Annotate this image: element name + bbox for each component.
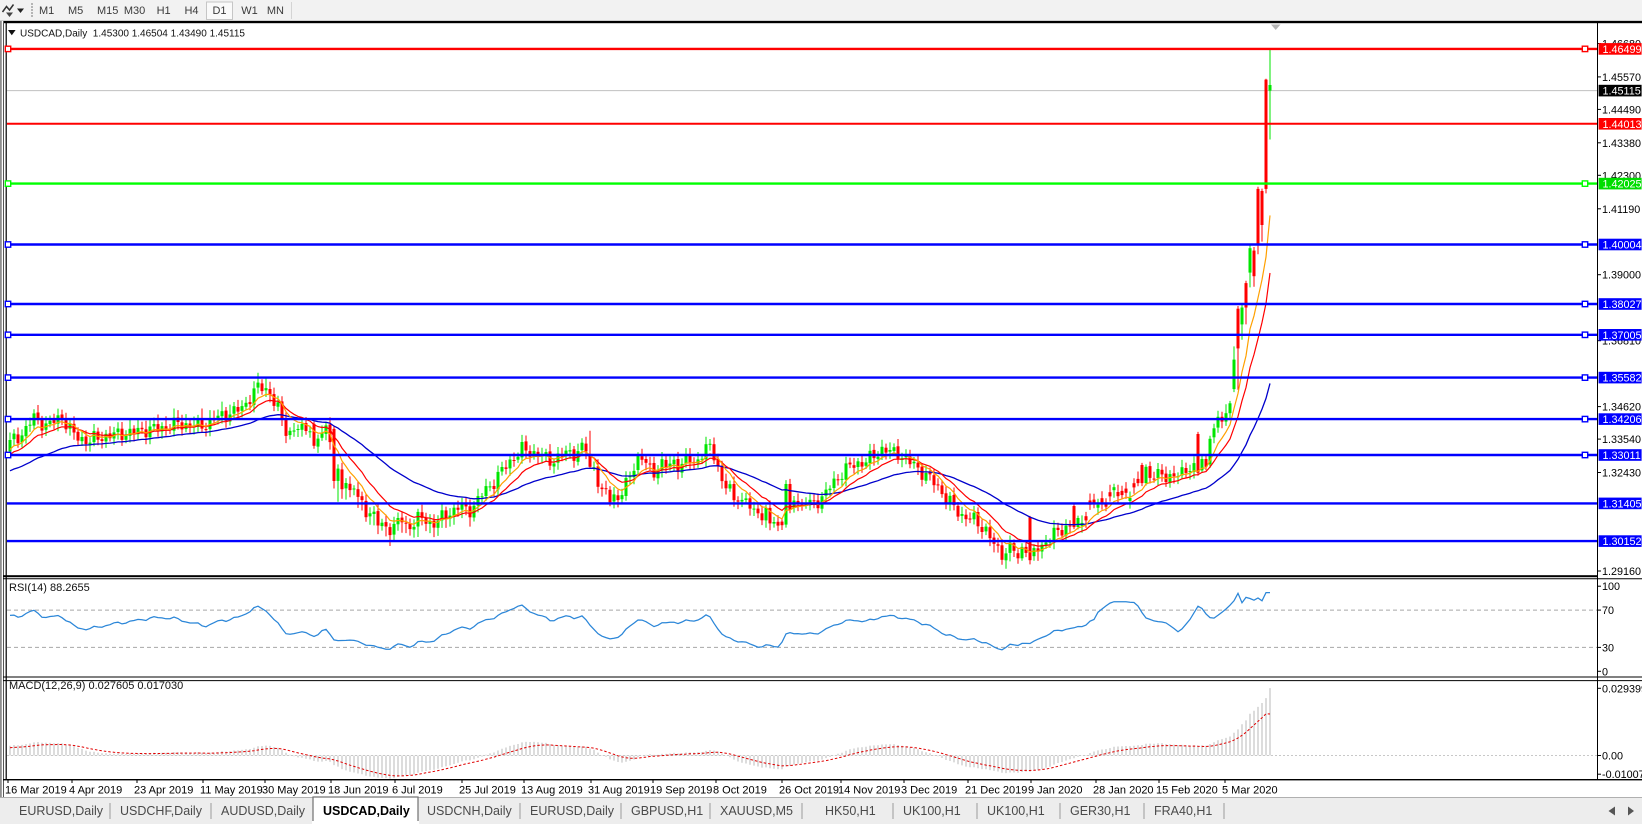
svg-text:1.45115: 1.45115 [1603, 86, 1641, 98]
svg-text:MN: MN [267, 5, 284, 17]
svg-text:16 Mar 2019: 16 Mar 2019 [5, 785, 67, 797]
svg-text:6 Jul 2019: 6 Jul 2019 [392, 785, 443, 797]
svg-text:15 Feb 2020: 15 Feb 2020 [1156, 785, 1218, 797]
svg-text:19 Sep 2019: 19 Sep 2019 [650, 785, 712, 797]
svg-text:M5: M5 [68, 5, 83, 17]
svg-text:28 Jan 2020: 28 Jan 2020 [1093, 785, 1154, 797]
svg-text:1.32430: 1.32430 [1602, 468, 1641, 480]
svg-text:H4: H4 [184, 5, 198, 17]
svg-text:1.46499: 1.46499 [1603, 44, 1642, 56]
svg-text:1.38027: 1.38027 [1603, 299, 1642, 311]
svg-text:USDCAD,Daily: USDCAD,Daily [323, 804, 410, 818]
svg-text:21 Dec 2019: 21 Dec 2019 [965, 785, 1027, 797]
svg-text:14 Nov 2019: 14 Nov 2019 [838, 785, 900, 797]
svg-text:H1: H1 [157, 5, 171, 17]
svg-text:RSI(14) 88.2655: RSI(14) 88.2655 [9, 582, 90, 594]
svg-text:1.35582: 1.35582 [1603, 373, 1642, 385]
svg-text:3 Dec 2019: 3 Dec 2019 [901, 785, 957, 797]
svg-text:25 Jul 2019: 25 Jul 2019 [459, 785, 516, 797]
svg-text:0: 0 [1602, 666, 1608, 678]
svg-text:1.44490: 1.44490 [1602, 104, 1641, 116]
svg-text:W1: W1 [241, 5, 258, 17]
svg-text:1.29160: 1.29160 [1602, 566, 1641, 578]
svg-text:HK50,H1: HK50,H1 [825, 804, 876, 818]
svg-text:30 May 2019: 30 May 2019 [262, 785, 326, 797]
svg-text:1.30152: 1.30152 [1603, 536, 1642, 548]
svg-text:1.34620: 1.34620 [1602, 402, 1641, 414]
svg-text:GBPUSD,H1: GBPUSD,H1 [631, 804, 703, 818]
svg-text:M30: M30 [124, 5, 145, 17]
svg-text:18 Jun 2019: 18 Jun 2019 [328, 785, 389, 797]
svg-text:D1: D1 [212, 5, 226, 17]
svg-text:XAUUSD,M5: XAUUSD,M5 [720, 804, 793, 818]
svg-text:1.43380: 1.43380 [1602, 138, 1641, 150]
svg-text:AUDUSD,Daily: AUDUSD,Daily [221, 804, 306, 818]
svg-text:USDCNH,Daily: USDCNH,Daily [427, 804, 512, 818]
svg-text:4 Apr 2019: 4 Apr 2019 [69, 785, 122, 797]
svg-text:-0.010075: -0.010075 [1602, 769, 1642, 781]
svg-text:M15: M15 [97, 5, 118, 17]
svg-text:GER30,H1: GER30,H1 [1070, 804, 1130, 818]
svg-text:EURUSD,Daily: EURUSD,Daily [19, 804, 104, 818]
svg-text:9 Jan 2020: 9 Jan 2020 [1028, 785, 1082, 797]
svg-text:5 Mar 2020: 5 Mar 2020 [1222, 785, 1278, 797]
svg-text:MACD(12,26,9) 0.027605 0.01703: MACD(12,26,9) 0.027605 0.017030 [9, 680, 183, 692]
svg-text:0.029399: 0.029399 [1602, 683, 1642, 695]
svg-text:30: 30 [1602, 642, 1614, 654]
svg-text:UK100,H1: UK100,H1 [987, 804, 1045, 818]
svg-text:100: 100 [1602, 581, 1620, 593]
svg-text:USDCHF,Daily: USDCHF,Daily [120, 804, 203, 818]
svg-text:1.45570: 1.45570 [1602, 72, 1641, 84]
svg-text:1.39000: 1.39000 [1602, 270, 1641, 282]
svg-text:FRA40,H1: FRA40,H1 [1154, 804, 1212, 818]
svg-text:1.31405: 1.31405 [1603, 498, 1642, 510]
svg-text:23 Apr 2019: 23 Apr 2019 [134, 785, 193, 797]
svg-text:11 May 2019: 11 May 2019 [200, 785, 263, 797]
svg-text:USDCAD,Daily 1.45300 1.46504: USDCAD,Daily 1.45300 1.46504 1.43490 1.4… [20, 28, 245, 39]
svg-text:1.44013: 1.44013 [1603, 119, 1642, 131]
svg-text:UK100,H1: UK100,H1 [903, 804, 961, 818]
svg-text:1.37005: 1.37005 [1603, 330, 1642, 342]
svg-text:1.42025: 1.42025 [1603, 179, 1642, 191]
svg-text:1.33011: 1.33011 [1603, 450, 1641, 462]
svg-text:1.34206: 1.34206 [1603, 414, 1642, 426]
svg-text:0.00: 0.00 [1602, 751, 1623, 763]
svg-text:70: 70 [1602, 605, 1614, 617]
svg-text:1.33540: 1.33540 [1602, 434, 1641, 446]
svg-text:13 Aug 2019: 13 Aug 2019 [521, 785, 583, 797]
svg-text:EURUSD,Daily: EURUSD,Daily [530, 804, 615, 818]
svg-text:8 Oct 2019: 8 Oct 2019 [713, 785, 767, 797]
svg-text:1.41190: 1.41190 [1602, 204, 1640, 216]
svg-text:M1: M1 [39, 5, 54, 17]
svg-text:26 Oct 2019: 26 Oct 2019 [779, 785, 839, 797]
svg-text:1.40004: 1.40004 [1603, 240, 1642, 252]
svg-text:31 Aug 2019: 31 Aug 2019 [588, 785, 650, 797]
